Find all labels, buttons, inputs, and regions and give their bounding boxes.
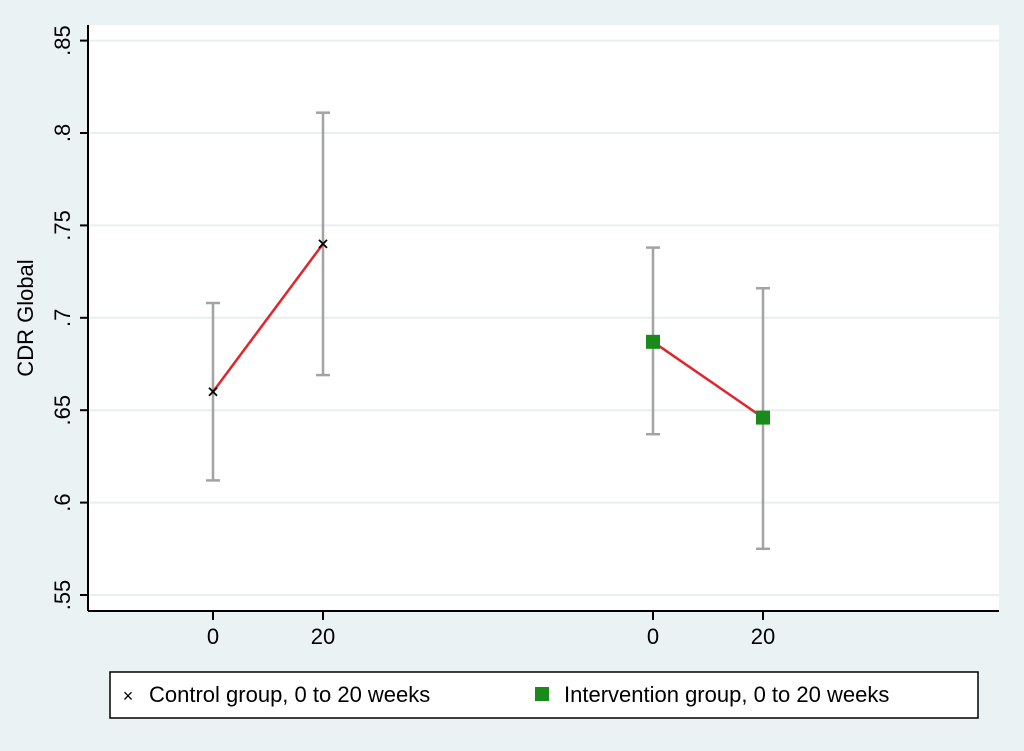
marker-square xyxy=(646,334,660,349)
x-tick-label: 0 xyxy=(647,624,659,649)
marker-x xyxy=(318,239,328,249)
y-tick-label: .65 xyxy=(50,395,75,426)
legend-marker-control: × xyxy=(123,686,134,706)
marker-x xyxy=(208,387,218,397)
marker-square xyxy=(756,410,770,425)
gridlines xyxy=(90,39,999,596)
legend-label-intervention: Intervention group, 0 to 20 weeks xyxy=(564,682,889,707)
y-tick-label: .55 xyxy=(50,580,75,611)
y-tick-label: .8 xyxy=(50,124,75,142)
legend: × Control group, 0 to 20 weeks Intervent… xyxy=(109,671,979,719)
y-tick-label: .6 xyxy=(50,493,75,511)
x-axis-ticks: 0 20 0 20 xyxy=(207,611,775,649)
x-tick-label: 20 xyxy=(751,624,775,649)
marker-x-stroke xyxy=(208,387,218,397)
legend-marker-intervention xyxy=(535,687,549,701)
legend-label-control: Control group, 0 to 20 weeks xyxy=(149,682,430,707)
markers xyxy=(208,239,770,425)
y-tick-label: .7 xyxy=(50,309,75,327)
series-lines xyxy=(211,243,764,419)
y-axis-ticks: .55 .6 .65 .7 .75 .8 .85 xyxy=(50,25,88,610)
y-axis-title: CDR Global xyxy=(13,259,38,376)
y-tick-label: .85 xyxy=(50,25,75,56)
x-tick-label: 20 xyxy=(311,624,335,649)
series-line xyxy=(211,243,325,393)
x-tick-label: 0 xyxy=(207,624,219,649)
marker-x-stroke xyxy=(318,239,328,249)
y-tick-label: .75 xyxy=(50,210,75,241)
series-line xyxy=(652,340,764,419)
